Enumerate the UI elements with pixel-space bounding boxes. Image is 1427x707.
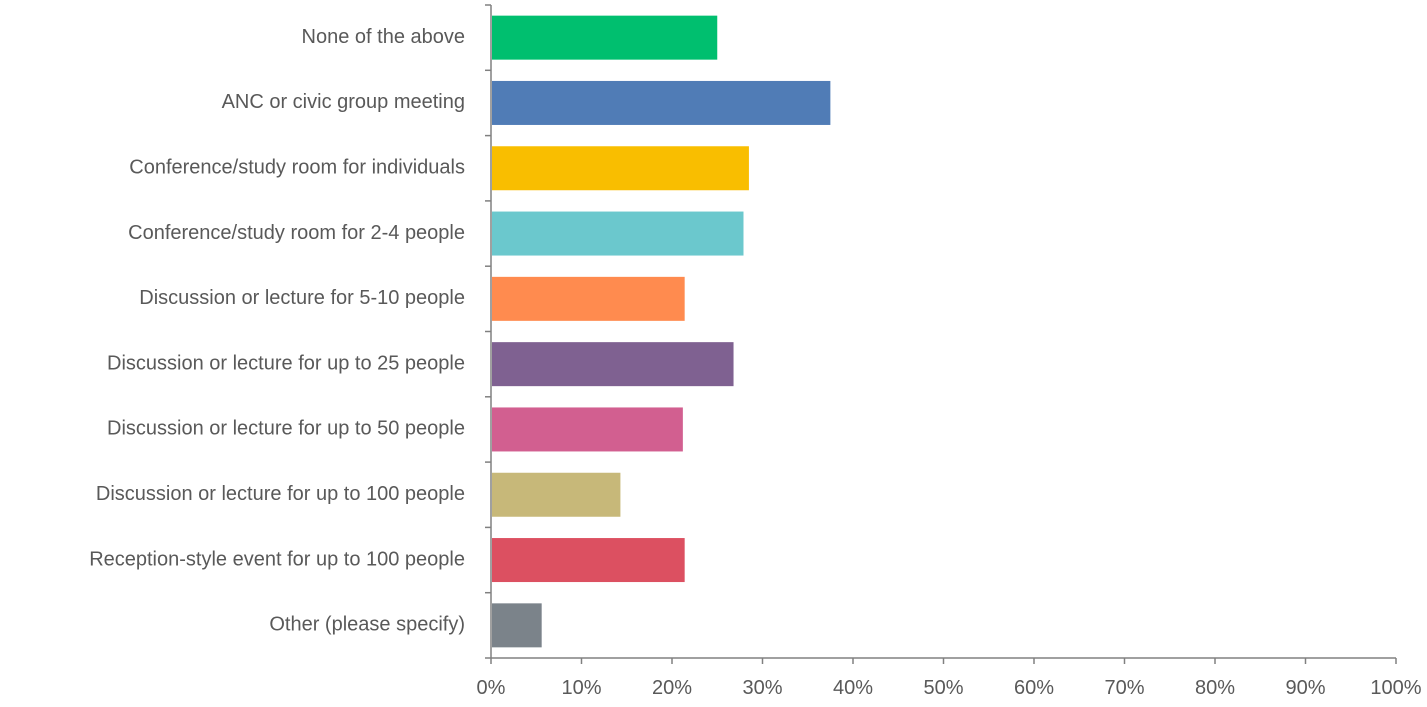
- bar: [492, 15, 718, 60]
- category-label: ANC or civic group meeting: [222, 91, 465, 113]
- x-tick-label: 50%: [923, 677, 963, 699]
- bar: [492, 472, 621, 517]
- category-label: Conference/study room for individuals: [129, 157, 465, 179]
- x-tick-label: 60%: [1014, 677, 1054, 699]
- x-tick-label: 30%: [742, 677, 782, 699]
- x-tick-label: 70%: [1104, 677, 1144, 699]
- x-tick-label: 80%: [1195, 677, 1235, 699]
- x-tick-label: 20%: [652, 677, 692, 699]
- x-tick-label: 0%: [477, 677, 506, 699]
- category-label: Discussion or lecture for up to 100 peop…: [96, 483, 465, 505]
- x-tick-label: 90%: [1285, 677, 1325, 699]
- category-label: None of the above: [302, 26, 465, 48]
- bars-group: [492, 15, 831, 648]
- x-tick-labels: 0% 10% 20% 30% 40% 50% 60% 70% 80% 90% 100%: [477, 677, 1422, 699]
- category-label: Discussion or lecture for up to 50 peopl…: [107, 418, 465, 440]
- bar: [492, 407, 683, 452]
- bar: [492, 146, 749, 191]
- bar: [492, 538, 685, 583]
- bar: [492, 276, 685, 321]
- x-tick-label: 40%: [833, 677, 873, 699]
- bar: [492, 603, 542, 648]
- bar: [492, 342, 734, 387]
- x-tick-label: 10%: [561, 677, 601, 699]
- bar: [492, 211, 744, 256]
- category-label: Discussion or lecture for 5-10 people: [139, 287, 465, 309]
- axes-group: [485, 4, 1397, 664]
- category-labels: None of the above ANC or civic group meet…: [89, 26, 465, 636]
- category-label: Other (please specify): [269, 614, 465, 636]
- category-label: Conference/study room for 2-4 people: [128, 222, 465, 244]
- category-label: Reception-style event for up to 100 peop…: [89, 548, 465, 570]
- x-tick-label: 100%: [1370, 677, 1421, 699]
- bar: [492, 80, 831, 125]
- category-label: Discussion or lecture for up to 25 peopl…: [107, 352, 465, 374]
